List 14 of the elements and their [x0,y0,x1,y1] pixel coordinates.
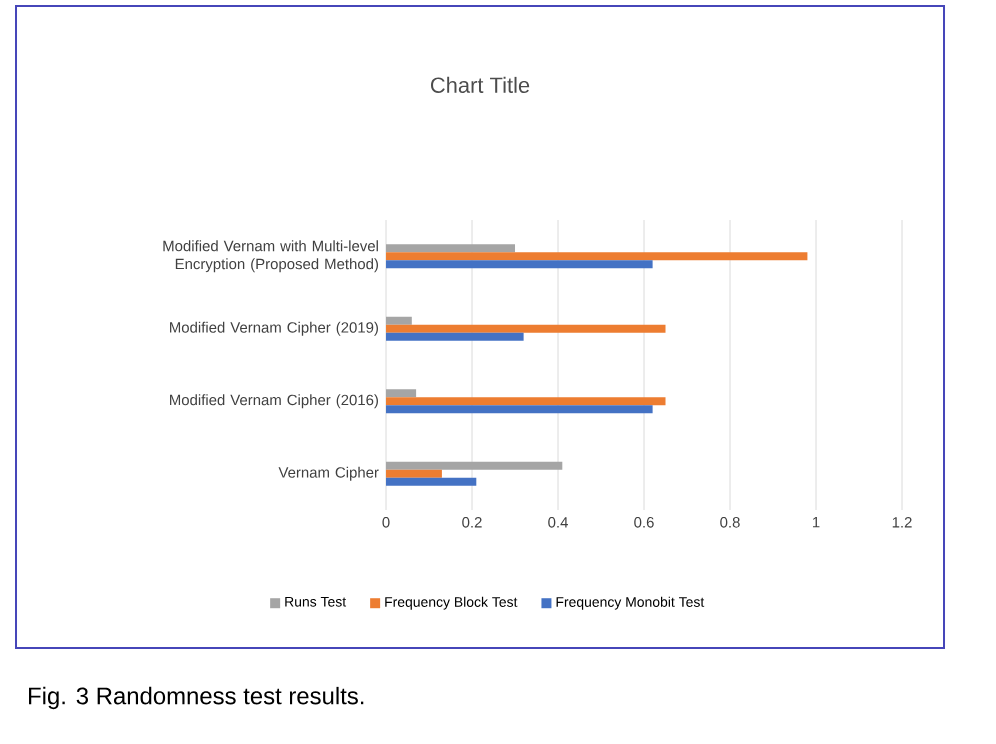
bar [386,324,666,333]
bar [386,316,412,325]
bar [386,252,808,261]
bar [386,244,516,253]
bar [386,389,417,398]
bar [386,469,442,478]
bar [386,332,524,341]
bar [386,461,563,470]
bar [386,397,666,406]
chart-title: Chart Title [430,76,530,93]
bar [386,477,477,486]
bar [386,405,653,414]
bar [386,260,653,269]
caption: Fig. 3 Randomness test results. [29,686,364,710]
